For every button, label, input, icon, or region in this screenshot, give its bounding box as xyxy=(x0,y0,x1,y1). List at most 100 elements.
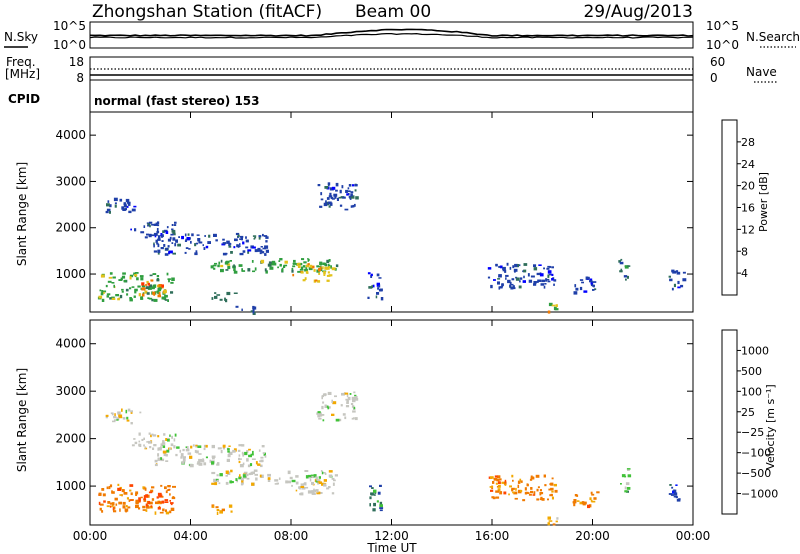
scatter-cell xyxy=(238,444,243,447)
scatter-cell xyxy=(316,491,321,495)
scatter-cell xyxy=(146,505,149,508)
scatter-cell xyxy=(135,491,139,495)
scatter-cell xyxy=(239,252,244,256)
scatter-cell xyxy=(150,505,153,508)
scatter-cell xyxy=(226,458,230,462)
scatter-cell xyxy=(326,266,330,270)
scatter-cell xyxy=(211,455,216,458)
scatter-cell xyxy=(153,244,155,248)
scatter-cell xyxy=(315,489,319,492)
scatter-cell xyxy=(348,193,350,196)
scatter-cell xyxy=(241,478,244,481)
colorbar-frame xyxy=(721,119,738,296)
scatter-cell xyxy=(624,265,629,268)
scatter-cell xyxy=(370,273,373,277)
scatter-cell xyxy=(283,264,288,267)
scatter-cell xyxy=(217,264,220,268)
scatter-cell xyxy=(123,280,127,283)
scatter-cell xyxy=(369,496,372,500)
scatter-cell xyxy=(210,265,214,269)
scatter-cell xyxy=(347,396,351,401)
scatter-cell xyxy=(161,442,166,445)
scatter-cell xyxy=(379,288,383,292)
scatter-cell xyxy=(626,468,631,470)
noise-right-label: N.Search xyxy=(746,30,800,44)
scatter-cell xyxy=(134,288,138,292)
scatter-cell xyxy=(216,509,220,511)
scatter-cell xyxy=(121,275,126,279)
scatter-cell xyxy=(154,459,158,463)
scatter-cell xyxy=(160,247,164,250)
scatter-cell xyxy=(164,299,168,301)
scatter-cell xyxy=(228,451,233,455)
scatter-cell xyxy=(151,291,153,295)
scatter-cell xyxy=(319,205,323,208)
scatter-cell xyxy=(554,489,558,493)
velocity-colorbar: 1000 500 100 25 −25 −100 −500 −1000 xyxy=(721,329,778,515)
scatter-cell xyxy=(551,496,554,500)
scatter-cell xyxy=(321,414,325,416)
scatter-cell xyxy=(551,490,554,493)
scatter-cell xyxy=(170,507,175,511)
scatter-cell xyxy=(228,242,231,246)
scatter-cell xyxy=(154,235,157,238)
scatter-cell xyxy=(197,445,202,448)
scatter-cell xyxy=(195,242,198,245)
scatter-cell xyxy=(321,396,323,400)
scatter-cell xyxy=(328,486,331,489)
scatter-cell xyxy=(588,504,592,508)
scatter-cell xyxy=(299,268,304,271)
scatter-cell xyxy=(130,228,132,231)
scatter-cell xyxy=(495,263,498,267)
scatter-cell xyxy=(181,235,184,240)
scatter-cell xyxy=(536,498,540,501)
scatter-cell xyxy=(157,291,160,295)
scatter-cell xyxy=(677,280,680,285)
scatter-cell xyxy=(327,201,332,205)
x-tick-label: 00:00 xyxy=(73,529,108,543)
scatter-cell xyxy=(263,235,268,237)
colorbar-tick-label: 12 xyxy=(741,223,755,236)
scatter-cell xyxy=(127,506,131,509)
scatter-cell xyxy=(514,263,518,268)
scatter-cell xyxy=(626,487,631,490)
scatter-cell xyxy=(313,488,315,492)
scatter-cell xyxy=(123,492,128,495)
scatter-cell xyxy=(354,396,358,400)
scatter-cell xyxy=(318,476,321,479)
scatter-cell xyxy=(579,279,584,281)
scatter-cell xyxy=(105,284,108,288)
scatter-cell xyxy=(146,494,150,498)
scatter-cell xyxy=(161,500,165,504)
scatter-cell xyxy=(119,294,123,299)
scatter-cell xyxy=(259,460,263,463)
power-y-axis: 1000 2000 3000 4000 xyxy=(55,128,693,281)
scatter-cell xyxy=(285,480,288,484)
scatter-cell xyxy=(242,241,245,245)
scatter-cell xyxy=(174,221,177,224)
scatter-cell xyxy=(238,458,242,460)
scatter-cell xyxy=(162,450,167,454)
freq-series xyxy=(90,68,693,76)
scatter-cell xyxy=(157,221,160,225)
scatter-cell xyxy=(307,258,309,260)
scatter-cell xyxy=(195,250,198,254)
scatter-cell xyxy=(187,233,190,236)
colorbar-frame xyxy=(721,329,738,515)
scatter-cell xyxy=(227,448,230,451)
scatter-cell xyxy=(497,488,501,492)
scatter-cell xyxy=(241,451,244,455)
scatter-cell xyxy=(518,264,521,267)
scatter-cell xyxy=(161,284,164,288)
scatter-cell xyxy=(222,446,225,450)
scatter-cell xyxy=(225,260,230,263)
scatter-cell xyxy=(350,205,353,208)
scatter-cell xyxy=(621,474,626,478)
scatter-cell xyxy=(112,420,116,423)
scatter-cell xyxy=(165,509,167,513)
scatter-cell xyxy=(171,242,174,244)
scatter-cell xyxy=(261,445,265,448)
scatter-cell xyxy=(300,483,304,486)
scatter-cell xyxy=(253,469,258,472)
scatter-cell xyxy=(157,435,160,438)
